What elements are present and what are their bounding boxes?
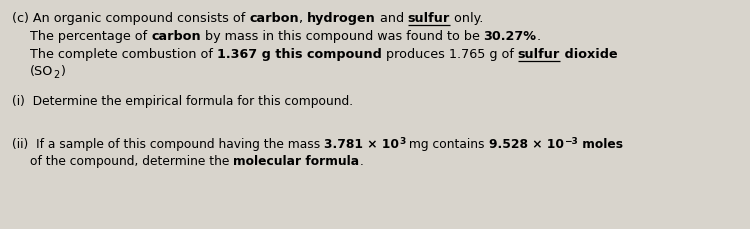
- Text: mg contains: mg contains: [405, 138, 489, 151]
- Text: only.: only.: [450, 12, 484, 25]
- Text: (SO: (SO: [30, 65, 53, 78]
- Text: and: and: [376, 12, 408, 25]
- Text: dioxide: dioxide: [560, 48, 617, 61]
- Text: moles: moles: [578, 138, 622, 151]
- Text: ,: ,: [298, 12, 307, 25]
- Text: 2: 2: [53, 71, 60, 81]
- Text: ): ): [60, 65, 64, 78]
- Text: carbon: carbon: [151, 30, 201, 43]
- Text: .: .: [537, 30, 541, 43]
- Text: The complete combustion of: The complete combustion of: [30, 48, 217, 61]
- Text: .: .: [359, 155, 363, 168]
- Text: (i)  Determine the empirical formula for this compound.: (i) Determine the empirical formula for …: [12, 95, 353, 108]
- Text: 3: 3: [399, 136, 405, 145]
- Text: produces 1.765 g of: produces 1.765 g of: [382, 48, 518, 61]
- Text: hydrogen: hydrogen: [307, 12, 376, 25]
- Text: of the compound, determine the: of the compound, determine the: [30, 155, 233, 168]
- Text: (c) An organic compound consists of: (c) An organic compound consists of: [12, 12, 249, 25]
- Text: sulfur: sulfur: [408, 12, 450, 25]
- Text: 30.27%: 30.27%: [484, 30, 537, 43]
- Text: 3.781 × 10: 3.781 × 10: [324, 138, 399, 151]
- Text: carbon: carbon: [249, 12, 298, 25]
- Text: 9.528 × 10: 9.528 × 10: [489, 138, 564, 151]
- Text: 1.367 g this compound: 1.367 g this compound: [217, 48, 382, 61]
- Text: molecular formula: molecular formula: [233, 155, 359, 168]
- Text: The percentage of: The percentage of: [30, 30, 151, 43]
- Text: −3: −3: [564, 136, 578, 145]
- Text: (ii)  If a sample of this compound having the mass: (ii) If a sample of this compound having…: [12, 138, 324, 151]
- Text: by mass in this compound was found to be: by mass in this compound was found to be: [201, 30, 484, 43]
- Text: sulfur: sulfur: [518, 48, 560, 61]
